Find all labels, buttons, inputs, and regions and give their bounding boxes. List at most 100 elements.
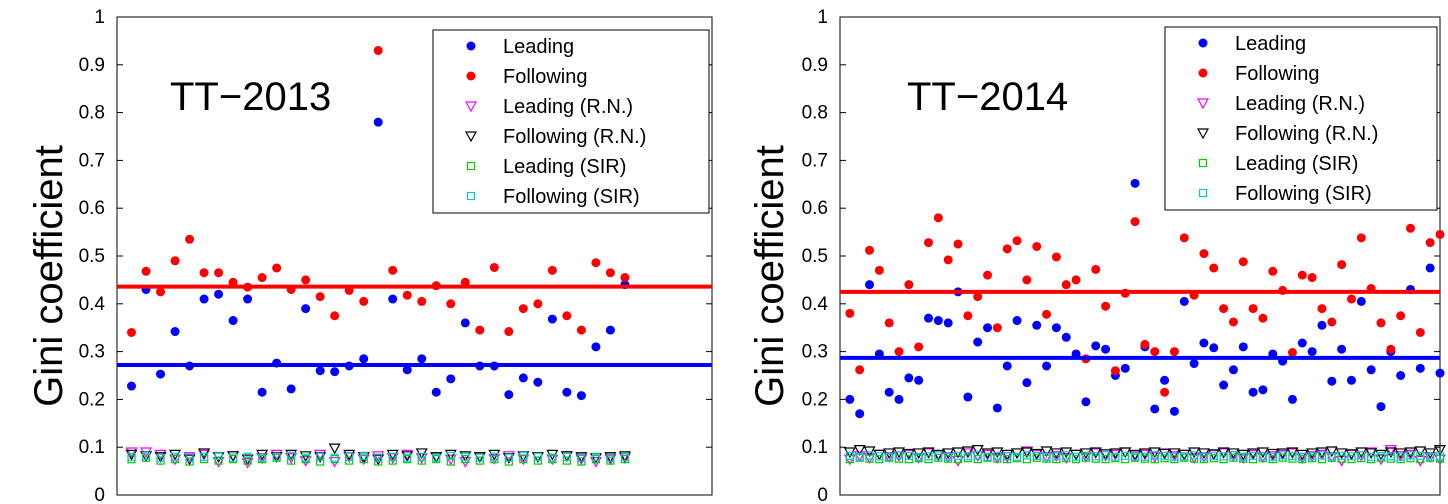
data-point [1209,343,1219,353]
data-point [1001,449,1014,461]
data-point [185,453,194,462]
data-point [1121,451,1130,460]
data-point [845,308,855,318]
data-point [1396,371,1406,380]
data-point [1071,275,1081,285]
data-point [199,294,209,304]
data-point [953,451,963,460]
data-point [141,451,151,460]
data-point [1148,447,1161,459]
data-point [1433,444,1447,456]
data-point [1002,244,1012,254]
y-axis-label: Gini coefficient [27,145,71,407]
data-point [489,262,499,272]
data-point [1050,448,1063,460]
data-point [845,451,854,460]
data-point [127,381,137,391]
data-point [1258,313,1268,323]
data-point [1219,304,1229,314]
y-tick-label: 0.5 [802,246,828,267]
y-tick-label: 0.2 [802,389,828,410]
data-point [1228,317,1238,327]
data-point [1120,363,1130,373]
data-point [1386,344,1396,354]
legend-label: Leading (SIR) [503,156,626,178]
data-point [1386,452,1395,461]
data-point [853,451,866,463]
data-point [170,452,180,461]
data-point [865,451,874,460]
data-point [432,453,441,462]
data-point [519,451,528,460]
data-point [562,387,572,397]
y-tick-label: 0.7 [802,150,828,171]
data-point [430,452,443,463]
data-point [605,325,615,335]
legend-label: Following (R.N.) [1235,123,1378,145]
data-point [156,453,165,462]
data-point [589,456,602,468]
legend: Leading Following Leading (R.N.) Following … [1164,26,1438,211]
data-point [301,304,311,314]
data-point [330,311,340,321]
data-point [141,266,151,276]
data-point [490,452,499,461]
data-point [1051,252,1061,262]
data-point [894,451,904,460]
data-point [214,456,223,465]
data-point [1248,304,1258,314]
data-point [1101,451,1110,460]
data-point [461,452,470,461]
data-point [875,452,884,461]
data-point [1238,257,1248,267]
data-point [401,451,414,463]
data-point [1315,447,1328,459]
data-point [1199,338,1209,348]
data-point [1110,366,1120,376]
legend: Leading Following Leading (R.N.) Following … [432,29,710,214]
data-point [885,452,894,461]
data-point [865,280,875,290]
data-point [257,273,267,283]
data-point [591,342,601,352]
data-point [1396,311,1406,321]
data-point [504,453,513,462]
data-point [328,456,341,468]
data-point [1168,451,1181,463]
data-point [1101,344,1111,354]
data-point [1060,453,1073,464]
data-point [1209,451,1218,460]
y-tick-label: 0.3 [802,342,828,363]
data-point [983,323,993,333]
data-point [894,394,904,404]
data-point [1032,451,1041,460]
data-point [417,296,427,306]
data-point [373,45,383,55]
data-point [1129,451,1142,463]
data-point [1099,449,1112,461]
data-point [127,452,136,461]
data-point [1268,452,1277,461]
data-point [169,449,182,461]
data-point [1179,296,1189,306]
y-tick-label: 0.9 [79,55,105,76]
legend-label: Leading [1235,33,1306,55]
legend-label: Leading [503,36,574,58]
data-point [1416,451,1425,460]
data-point [1376,402,1386,412]
data-point [1170,452,1179,461]
data-point [1169,347,1179,357]
chart-title: TT−2013 [170,75,331,119]
data-point [1062,451,1071,460]
data-point [154,449,167,461]
data-point [1327,452,1336,461]
data-point [1032,320,1042,330]
data-point [605,268,615,278]
data-point [301,275,311,285]
data-point [1327,317,1337,327]
data-point [199,268,209,278]
data-point [228,277,238,287]
data-point [1228,365,1238,375]
data-point [1346,294,1356,304]
